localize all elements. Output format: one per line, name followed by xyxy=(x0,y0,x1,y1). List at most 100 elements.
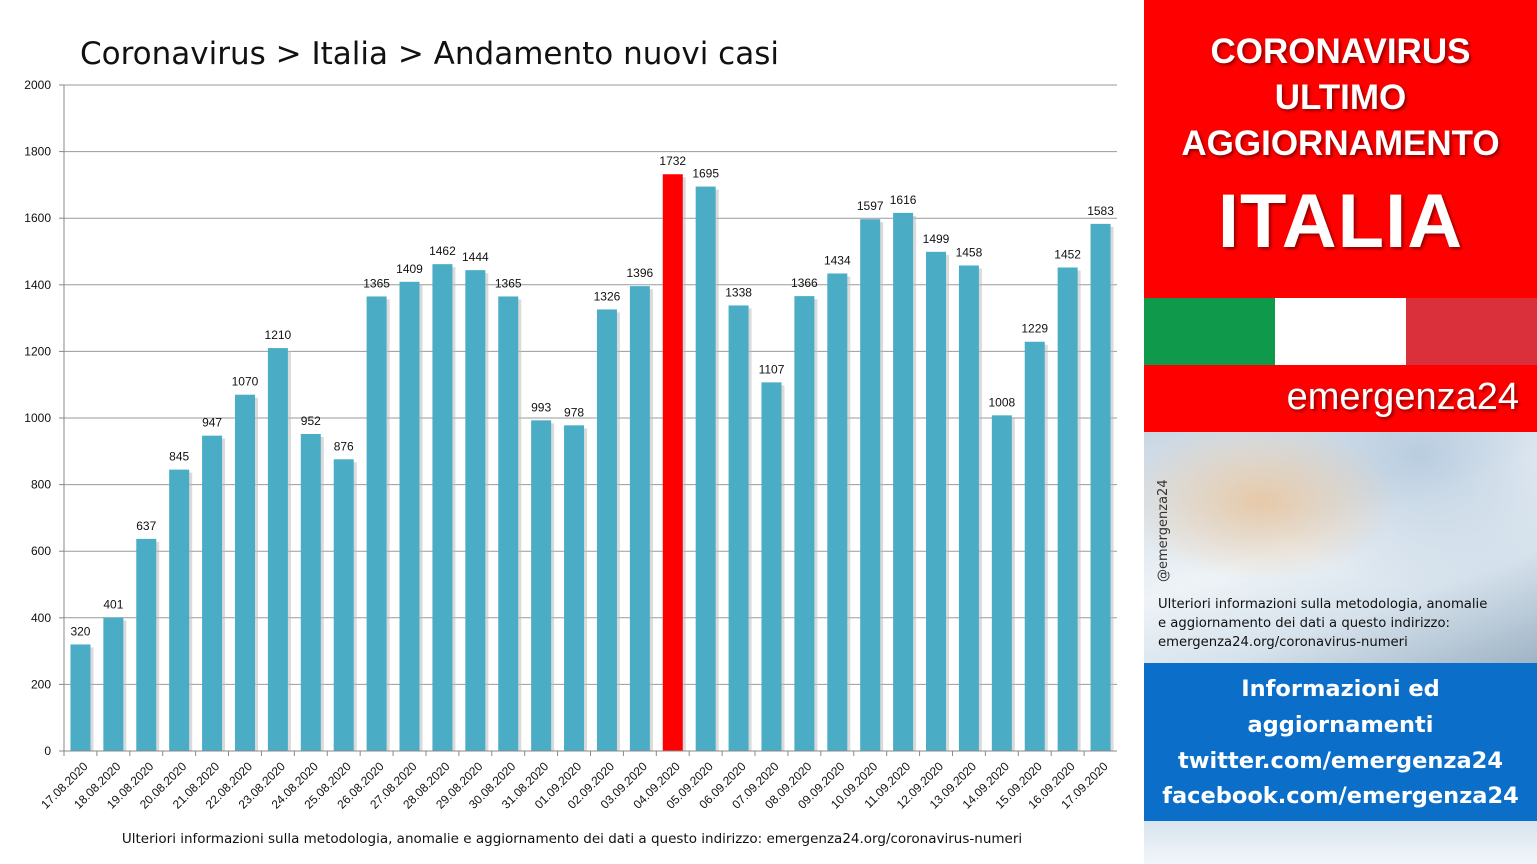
bar xyxy=(1024,341,1045,751)
data-label: 1008 xyxy=(988,395,1015,409)
y-tick-label: 800 xyxy=(31,478,51,492)
data-label: 1452 xyxy=(1054,247,1081,261)
headline-line-2: ULTIMO xyxy=(1274,78,1407,117)
bar xyxy=(893,212,914,751)
y-tick-label: 400 xyxy=(31,611,51,625)
methodology-note-line: Ulteriori informazioni sulla metodologia… xyxy=(1158,597,1488,612)
bar xyxy=(695,186,716,751)
data-label: 1338 xyxy=(725,285,752,299)
data-label: 1210 xyxy=(265,328,292,342)
y-tick-label: 1400 xyxy=(24,278,51,292)
data-label: 1409 xyxy=(396,262,423,276)
data-label: 1070 xyxy=(232,375,259,389)
flag-green-stripe xyxy=(1144,298,1275,365)
chart-title: Coronavirus > Italia > Andamento nuovi c… xyxy=(80,36,779,72)
bar xyxy=(234,394,255,751)
bar xyxy=(136,538,157,751)
data-label: 1458 xyxy=(956,245,983,259)
bar xyxy=(465,270,486,751)
info-line: Informazioni ed xyxy=(1241,676,1440,702)
bar xyxy=(596,309,617,751)
social-handle: @emergenza24 xyxy=(1156,479,1171,582)
bar xyxy=(103,617,124,751)
bar xyxy=(399,281,420,751)
data-label: 637 xyxy=(136,519,156,533)
data-label: 1583 xyxy=(1087,204,1114,218)
background-photo: @emergenza24 Ulteriori informazioni sull… xyxy=(1144,432,1537,663)
data-label: 1396 xyxy=(627,266,654,280)
brand-bar: emergenza24 xyxy=(1144,365,1537,432)
data-label: 1695 xyxy=(692,167,719,181)
bar xyxy=(958,265,979,751)
flag-red-stripe xyxy=(1406,298,1537,365)
bar xyxy=(498,296,519,751)
headline-box: CORONAVIRUS ULTIMO AGGIORNAMENTO ITALIA xyxy=(1144,0,1537,298)
bar xyxy=(794,296,815,751)
data-label: 320 xyxy=(70,624,90,638)
headline-line-1: CORONAVIRUS xyxy=(1210,32,1471,71)
data-label: 947 xyxy=(202,416,222,430)
italian-flag xyxy=(1144,298,1537,365)
headline-line-3: AGGIORNAMENTO xyxy=(1181,124,1500,163)
x-axis-ticks: 17.08.202018.08.202019.08.202020.08.2020… xyxy=(38,751,1111,812)
info-box: Informazioni ed aggiornamenti twitter.co… xyxy=(1144,663,1537,821)
y-tick-label: 600 xyxy=(31,544,51,558)
data-label: 978 xyxy=(564,405,584,419)
data-label: 876 xyxy=(334,439,354,453)
twitter-link[interactable]: twitter.com/emergenza24 xyxy=(1178,748,1503,774)
methodology-note-link[interactable]: emergenza24.org/coronavirus-numeri xyxy=(1158,635,1408,650)
data-label: 1444 xyxy=(462,250,489,264)
side-panel: CORONAVIRUS ULTIMO AGGIORNAMENTO ITALIA … xyxy=(1144,0,1537,864)
data-label: 1732 xyxy=(659,154,686,168)
data-label: 1597 xyxy=(857,199,884,213)
bars xyxy=(70,174,1114,752)
bar xyxy=(531,420,552,751)
data-label: 1365 xyxy=(495,276,522,290)
headline-country: ITALIA xyxy=(1217,179,1464,264)
bar xyxy=(432,264,453,751)
facebook-link[interactable]: facebook.com/emergenza24 xyxy=(1162,783,1519,809)
data-label: 1107 xyxy=(759,362,785,376)
data-label: 1434 xyxy=(824,253,851,267)
bar xyxy=(991,415,1012,751)
data-label: 993 xyxy=(531,400,551,414)
data-label: 1616 xyxy=(890,193,917,207)
y-tick-label: 1200 xyxy=(24,344,51,358)
bar xyxy=(202,435,223,751)
bar xyxy=(629,286,650,751)
bar xyxy=(1090,223,1111,752)
data-label: 1462 xyxy=(429,244,456,258)
footer-note: Ulteriori informazioni sulla metodologia… xyxy=(121,831,1023,847)
bar-chart: 0 200 400 600 800 1000 1200 1400 1600 1800 2000 32… xyxy=(24,78,1117,812)
y-tick-label: 0 xyxy=(44,744,51,758)
bar xyxy=(564,425,585,751)
bar xyxy=(662,174,683,751)
bar xyxy=(169,469,190,751)
data-labels: 320 401 637 845 947 1070 1210 952 876 1365 1409 146… xyxy=(70,154,1114,638)
y-tick-label: 200 xyxy=(31,677,51,691)
bar xyxy=(267,348,288,751)
data-label: 1365 xyxy=(363,276,390,290)
side-bottom-strip xyxy=(1144,821,1537,864)
bar xyxy=(70,644,91,751)
bar xyxy=(300,433,321,751)
bar xyxy=(827,273,848,751)
bar xyxy=(926,251,947,751)
data-label: 1229 xyxy=(1021,322,1048,336)
y-axis-ticks: 0 200 400 600 800 1000 1200 1400 1600 1800 2000 xyxy=(24,78,64,758)
methodology-note: Ulteriori informazioni sulla metodologia… xyxy=(1158,595,1530,652)
info-line: aggiornamenti xyxy=(1247,712,1434,738)
data-label: 952 xyxy=(301,414,321,428)
brand-name: emergenza24 xyxy=(1286,376,1519,418)
data-label: 1499 xyxy=(923,232,950,246)
bar xyxy=(333,459,354,751)
y-tick-label: 1600 xyxy=(24,211,51,225)
y-tick-label: 2000 xyxy=(24,78,51,92)
y-tick-label: 1800 xyxy=(24,145,51,159)
bar xyxy=(860,219,881,752)
chart-area: 0 200 400 600 800 1000 1200 1400 1600 1800 2000 32… xyxy=(24,36,1117,847)
data-label: 401 xyxy=(103,597,123,611)
bar xyxy=(366,296,387,751)
y-tick-label: 1000 xyxy=(24,411,51,425)
data-label: 1366 xyxy=(791,276,818,290)
